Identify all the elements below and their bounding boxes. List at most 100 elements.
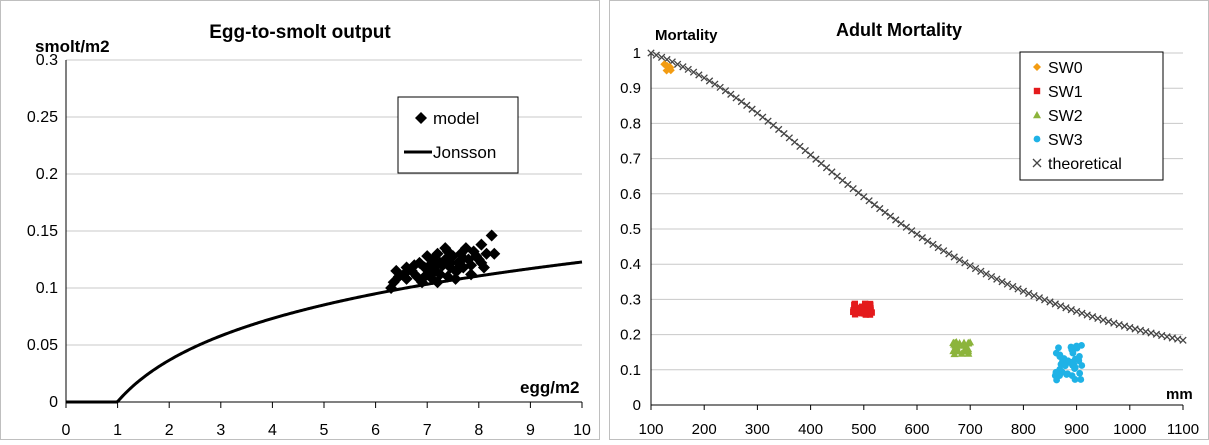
x-tick-label: 900 (1064, 421, 1089, 438)
data-point-model (475, 256, 488, 269)
data-point-theoretical (870, 201, 879, 209)
data-point-theoretical (737, 97, 746, 106)
data-point-theoretical (700, 74, 708, 82)
legend-marker-sw2 (1033, 111, 1041, 119)
data-point-theoretical (1168, 334, 1177, 342)
data-point-sw3 (1071, 355, 1079, 363)
data-point-model (431, 276, 444, 289)
data-point-theoretical (918, 234, 926, 242)
x-tick-label: 6 (371, 422, 380, 439)
x-tick-label: 1 (113, 422, 122, 439)
y-tick-label: 0.25 (27, 109, 58, 126)
data-point-theoretical (695, 71, 703, 79)
y-axis-label: Mortality (655, 27, 718, 44)
legend-box (1019, 51, 1164, 181)
y-tick-label: 0.05 (27, 337, 58, 354)
data-point-theoretical (790, 138, 799, 146)
y-tick-label: 0.2 (620, 327, 641, 344)
data-point-theoretical (1035, 294, 1044, 302)
data-point-model (431, 247, 444, 260)
data-point-theoretical (1152, 330, 1161, 338)
data-point-theoretical (652, 51, 660, 59)
data-point-sw2 (964, 349, 973, 357)
data-point-theoretical (1158, 331, 1166, 340)
data-point-model (400, 261, 413, 274)
data-point-theoretical (881, 208, 889, 217)
data-point-theoretical (993, 275, 1001, 283)
x-tick-label: 1100 (1167, 421, 1199, 438)
data-point-theoretical (854, 189, 863, 197)
data-point-theoretical (945, 250, 953, 258)
data-point-sw1 (851, 311, 859, 318)
y-tick-label: 0.3 (620, 291, 641, 308)
x-tick-label: 100 (638, 421, 663, 438)
x-tick-label: 700 (958, 421, 983, 438)
data-point-theoretical (812, 155, 820, 163)
x-tick-label: 5 (320, 422, 329, 439)
y-tick-label: 0 (633, 397, 641, 414)
data-point-model (421, 250, 434, 263)
x-tick-label: 1000 (1113, 421, 1146, 438)
data-point-theoretical (1131, 325, 1139, 333)
data-point-theoretical (1163, 333, 1171, 341)
data-point-theoretical (1083, 311, 1091, 319)
y-tick-label: 0.2 (36, 166, 58, 183)
x-axis-label: mm (1166, 386, 1193, 403)
legend-marker-sw1 (1033, 87, 1041, 95)
data-point-theoretical (923, 237, 932, 245)
chart-border (0, 0, 600, 440)
y-tick-label: 0.8 (620, 115, 641, 132)
data-point-theoretical (897, 219, 905, 228)
data-point-theoretical (1174, 335, 1182, 343)
data-point-model (423, 266, 436, 279)
x-tick-label: 0 (62, 422, 71, 439)
data-point-theoretical (849, 184, 857, 193)
x-tick-label: 600 (904, 421, 929, 438)
data-point-theoretical (1147, 329, 1155, 337)
data-point-sw3 (1071, 376, 1079, 383)
x-tick-label: 3 (216, 422, 225, 439)
data-point-sw3 (1077, 376, 1085, 383)
data-point-theoretical (753, 109, 762, 117)
y-tick-label: 0.9 (620, 80, 641, 97)
legend-marker-sw0 (1033, 63, 1041, 71)
data-point-model (480, 247, 493, 260)
data-point-model (390, 264, 403, 277)
y-tick-label: 0.6 (620, 186, 641, 203)
data-point-theoretical (1051, 300, 1059, 308)
data-point-theoretical (876, 204, 884, 213)
data-point-theoretical (1030, 291, 1038, 300)
egg-to-smolt-chart-panel: 0 0.05 0.1 0.15 0.2 0.25 0.3 0 1 2 3 4 5 6 7 8 9 10 Egg-to… (0, 0, 600, 440)
data-point-theoretical (673, 60, 682, 68)
data-point-sw3 (1069, 361, 1076, 369)
x-tick-label: 500 (851, 421, 876, 438)
data-point-theoretical (892, 216, 900, 224)
data-point-sw0 (663, 62, 672, 71)
data-point-theoretical (1179, 336, 1187, 344)
data-point-theoretical (982, 270, 990, 278)
data-point-sw3 (1069, 349, 1077, 357)
data-point-theoretical (939, 247, 948, 255)
data-point-theoretical (998, 278, 1006, 286)
data-point-model (465, 268, 478, 281)
y-tick-label: 0.4 (620, 256, 641, 273)
data-point-theoretical (796, 142, 804, 151)
data-point-theoretical (955, 256, 964, 264)
data-point-model (452, 263, 465, 276)
data-point-theoretical (860, 193, 868, 201)
y-tick-label: 0.1 (620, 362, 641, 379)
y-tick-label: 0.7 (620, 151, 641, 168)
data-point-theoretical (1110, 319, 1118, 327)
data-point-theoretical (1046, 298, 1054, 306)
y-tick-label: 1 (633, 45, 641, 62)
x-axis-label: egg/m2 (520, 378, 580, 397)
data-point-theoretical (689, 68, 698, 76)
legend-box (397, 96, 519, 174)
data-point-theoretical (711, 80, 719, 88)
legend-label-model: model (433, 109, 479, 128)
chart-title: Egg-to-smolt output (209, 22, 391, 43)
legend-label-sw1: SW1 (1048, 84, 1083, 101)
data-point-sw3 (1067, 343, 1075, 351)
data-point-model (475, 238, 488, 251)
data-point-sw3 (1061, 362, 1069, 370)
